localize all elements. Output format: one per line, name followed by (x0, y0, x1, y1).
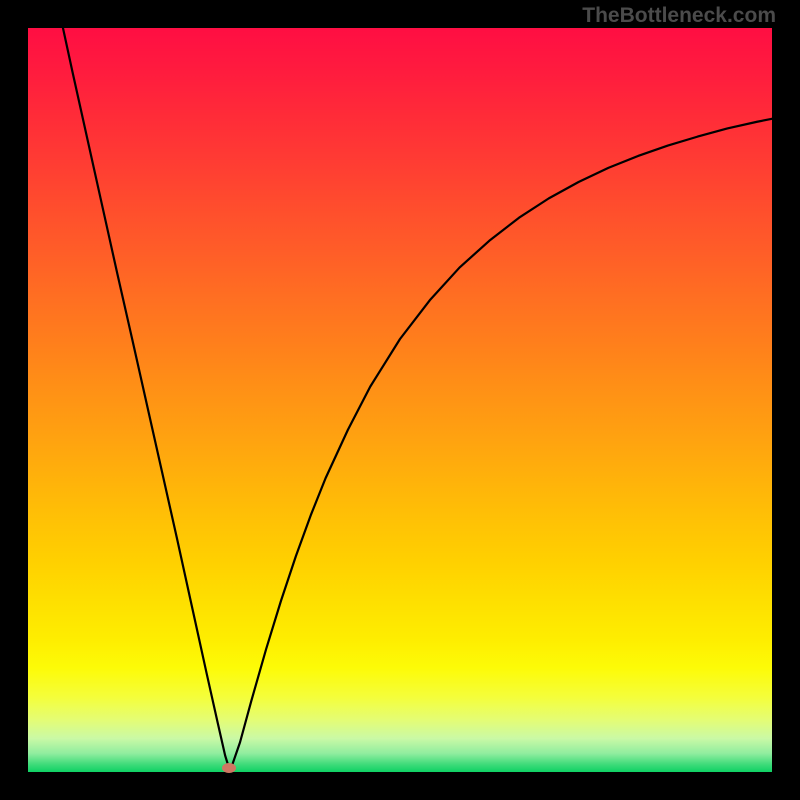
bottleneck-curve (28, 28, 772, 772)
chart-canvas: TheBottleneck.com (0, 0, 800, 800)
watermark-text: TheBottleneck.com (582, 4, 776, 28)
plot-area (28, 28, 772, 772)
minimum-marker (222, 763, 236, 773)
